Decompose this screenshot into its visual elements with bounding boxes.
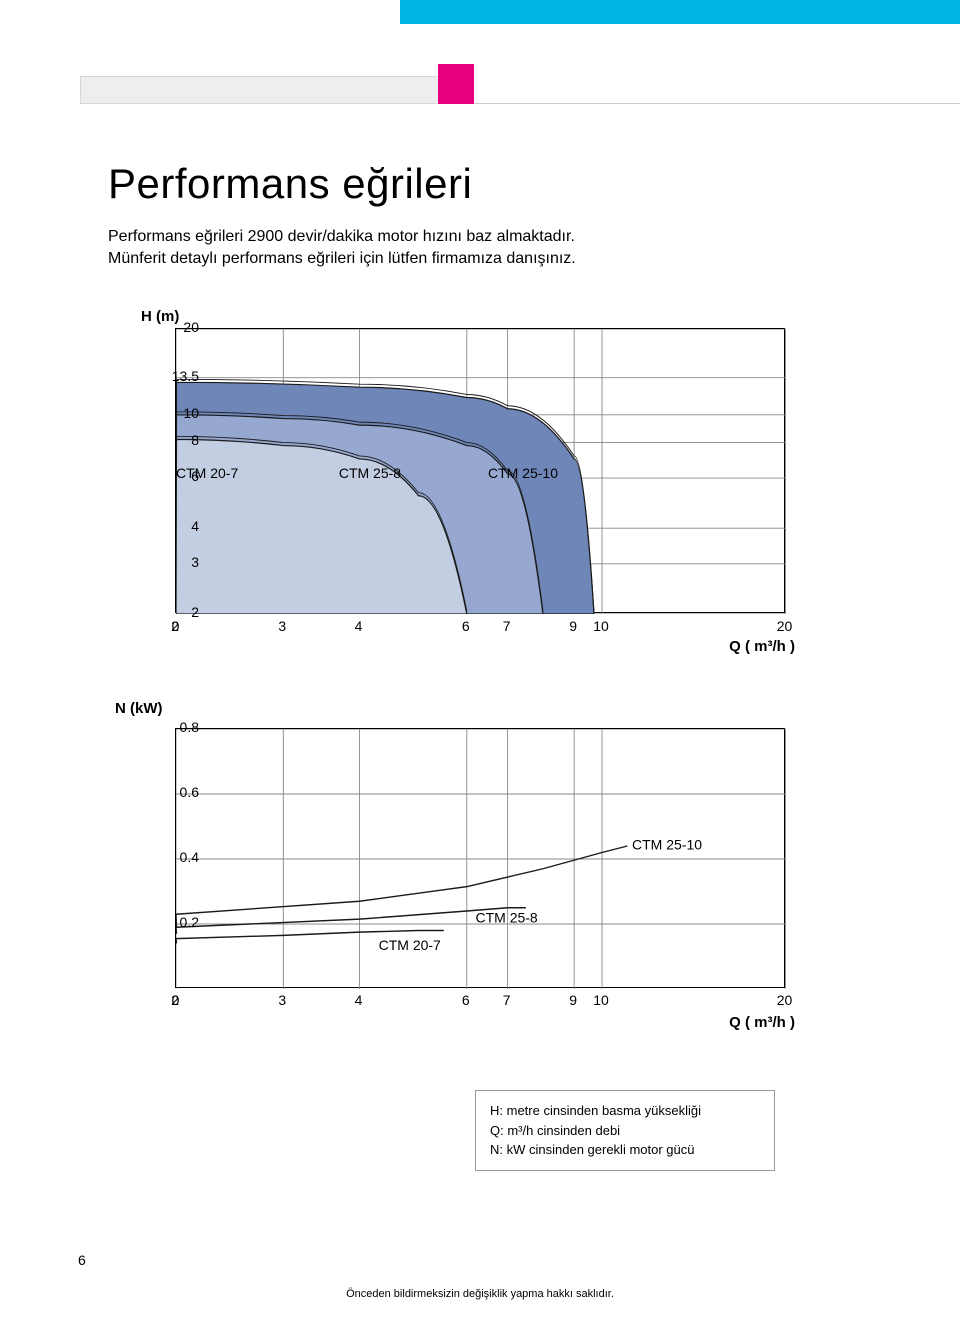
- chart1-xlabel: Q ( m³/h ): [729, 638, 795, 655]
- chart1-xtick: 10: [586, 618, 616, 634]
- chart2-ytick: 0.2: [159, 914, 199, 930]
- chart2-xtick: 3: [267, 992, 297, 1008]
- chart1-ytick: 8: [159, 432, 199, 448]
- chart1-xtick: 3: [267, 618, 297, 634]
- chart2-plot: CTM 20-7 CTM 25-8 CTM 25-10: [175, 728, 785, 988]
- chart1-ytick: 13.5: [159, 368, 199, 384]
- legend-line-1: H: metre cinsinden basma yüksekliği: [490, 1101, 760, 1121]
- chart2-xtick: 7: [492, 992, 522, 1008]
- chart1-xtick: 4: [343, 618, 373, 634]
- chart1-xtick: 6: [451, 618, 481, 634]
- svg-text:CTM 25-8: CTM 25-8: [475, 909, 537, 925]
- header-rule: [474, 103, 960, 104]
- chart2-xtick: 20: [770, 992, 800, 1008]
- chart1-plot: CTM 20-7CTM 25-8CTM 25-10: [175, 328, 785, 613]
- chart2-xtick: 2: [160, 992, 190, 1008]
- chart2-ytick: 0.4: [159, 849, 199, 865]
- chart1-xtick: 9: [558, 618, 588, 634]
- chart2-ylabel: N (kW): [115, 700, 175, 717]
- chart2-ytick: 0.6: [159, 784, 199, 800]
- svg-text:CTM 25-10: CTM 25-10: [632, 836, 702, 852]
- legend-line-2: Q: m³/h cinsinden debi: [490, 1121, 760, 1141]
- page-number: 6: [78, 1252, 86, 1268]
- chart1-ytick: 6: [159, 468, 199, 484]
- chart1-ytick: 10: [159, 405, 199, 421]
- chart2-xtick: 9: [558, 992, 588, 1008]
- header-accent-square: [438, 64, 474, 104]
- svg-text:CTM 20-7: CTM 20-7: [379, 937, 441, 953]
- intro-line-2: Münferit detaylı performans eğrileri içi…: [108, 250, 576, 268]
- chart1-ytick: 20: [159, 319, 199, 335]
- chart2-xlabel: Q ( m³/h ): [729, 1014, 795, 1031]
- chart2-xtick: 4: [343, 992, 373, 1008]
- intro-line-1: Performans eğrileri 2900 devir/dakika mo…: [108, 228, 575, 246]
- footer-text: Önceden bildirmeksizin değişiklik yapma …: [0, 1288, 960, 1300]
- chart1-xtick: 7: [492, 618, 522, 634]
- chart1-xtick: 2: [160, 618, 190, 634]
- chart1-ytick: 4: [159, 518, 199, 534]
- top-bar: [400, 0, 960, 24]
- chart2-xtick: 6: [451, 992, 481, 1008]
- legend-box: H: metre cinsinden basma yüksekliği Q: m…: [475, 1090, 775, 1171]
- chart2-ytick: 0.8: [159, 719, 199, 735]
- svg-text:CTM 25-10: CTM 25-10: [488, 465, 558, 481]
- svg-text:CTM 25-8: CTM 25-8: [339, 465, 401, 481]
- chart2-svg: CTM 20-7 CTM 25-8 CTM 25-10: [176, 729, 786, 989]
- page-title: Performans eğrileri: [108, 160, 472, 208]
- chart1-svg: CTM 20-7CTM 25-8CTM 25-10: [176, 329, 786, 614]
- chart1-ytick: 3: [159, 554, 199, 570]
- header-tab-strip: [80, 76, 450, 104]
- chart1-xtick: 20: [770, 618, 800, 634]
- legend-line-3: N: kW cinsinden gerekli motor gücü: [490, 1140, 760, 1160]
- chart1-ytick: 2: [159, 604, 199, 620]
- chart2-xtick: 10: [586, 992, 616, 1008]
